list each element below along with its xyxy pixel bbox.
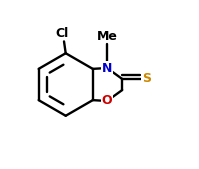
- Text: N: N: [102, 62, 112, 75]
- Text: Me: Me: [97, 30, 118, 43]
- Text: S: S: [142, 73, 151, 86]
- Text: O: O: [102, 94, 112, 107]
- Text: Cl: Cl: [56, 27, 69, 40]
